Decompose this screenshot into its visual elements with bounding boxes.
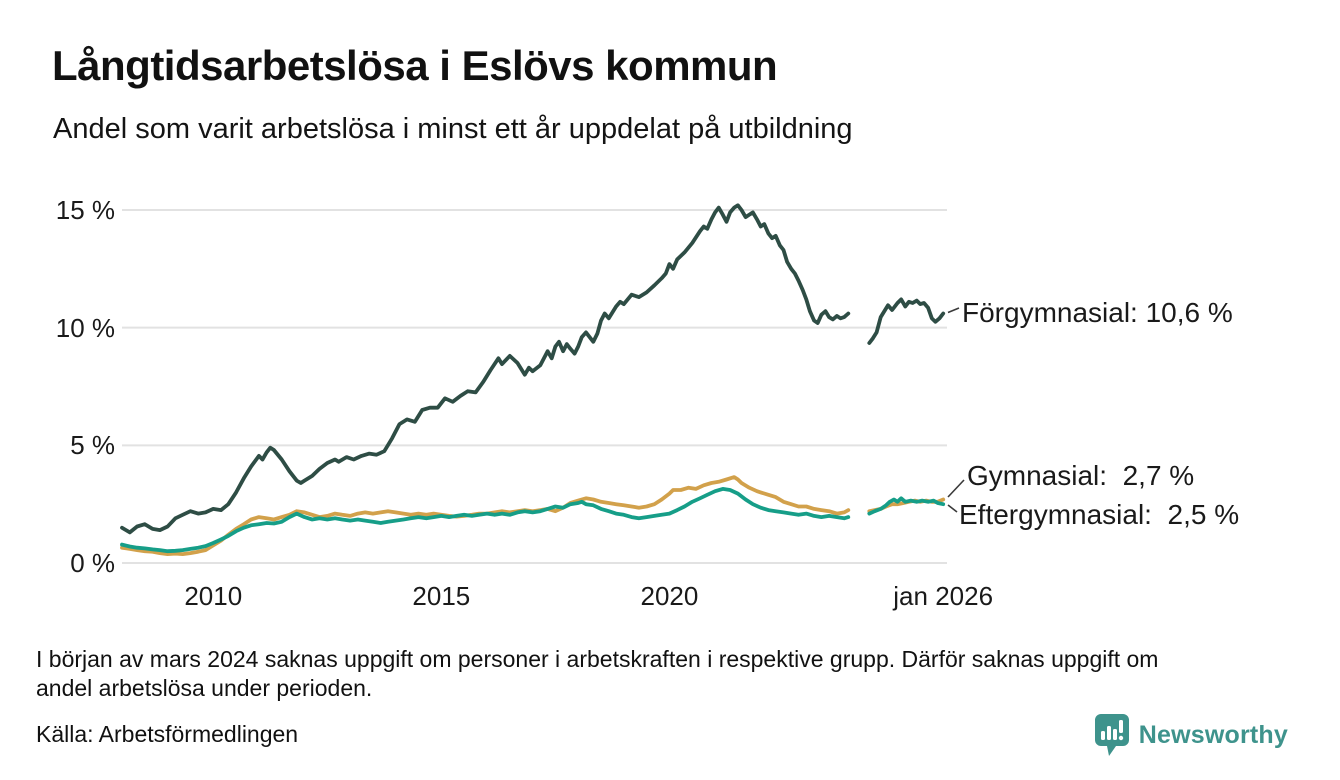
- x-axis-tick-label: 2015: [412, 581, 471, 611]
- footnote: I början av mars 2024 saknas uppgift om …: [36, 646, 1159, 701]
- connector-eftergymnasial: [947, 504, 958, 513]
- series-lines: [120, 203, 946, 556]
- series-line-gymnasial: [120, 475, 851, 556]
- y-axis-tick-label: 15 %: [55, 195, 115, 225]
- series-line-eftergymnasial: [120, 487, 851, 554]
- connector-forgymnasial: [947, 307, 960, 314]
- x-axis-tick-label: 2020: [640, 581, 699, 611]
- series-end-label-forgymnasial: Förgymnasial: 10,6 %: [962, 297, 1233, 328]
- x-axis-tick-label: 2010: [184, 581, 243, 611]
- newsworthy-wordmark: Newsworthy: [1138, 720, 1288, 749]
- series-end-label-gymnasial: Gymnasial: 2,7 %: [967, 460, 1195, 491]
- connector-gymnasial: [947, 479, 965, 498]
- x-axis-tick-label: jan 2026: [893, 581, 994, 611]
- y-axis-tick-label: 10 %: [55, 312, 115, 343]
- bar-chart-glyph: [1100, 720, 1123, 741]
- series-line-förgymnasial: [120, 203, 851, 535]
- series-line-förgymnasial: [867, 297, 946, 345]
- y-axis-tick-label: 0 %: [70, 548, 115, 578]
- series-end-label-eftergymnasial: Eftergymnasial: 2,5 %: [959, 499, 1240, 530]
- speech-bubble-shape: [1094, 714, 1129, 756]
- source-caption: Källa: Arbetsförmedlingen: [36, 721, 299, 747]
- newsworthy-branding: Newsworthy: [1094, 712, 1288, 758]
- chart-subtitle: Andel som varit arbetslösa i minst ett å…: [53, 113, 853, 145]
- label-connector-lines: [947, 307, 965, 513]
- page-title: Långtidsarbetslösa i Eslövs kommun: [52, 42, 778, 89]
- y-axis-tick-label: 5 %: [70, 430, 115, 461]
- gridlines: [122, 209, 947, 564]
- newsworthy-icon: [1094, 714, 1129, 756]
- series-line-eftergymnasial: [867, 496, 946, 516]
